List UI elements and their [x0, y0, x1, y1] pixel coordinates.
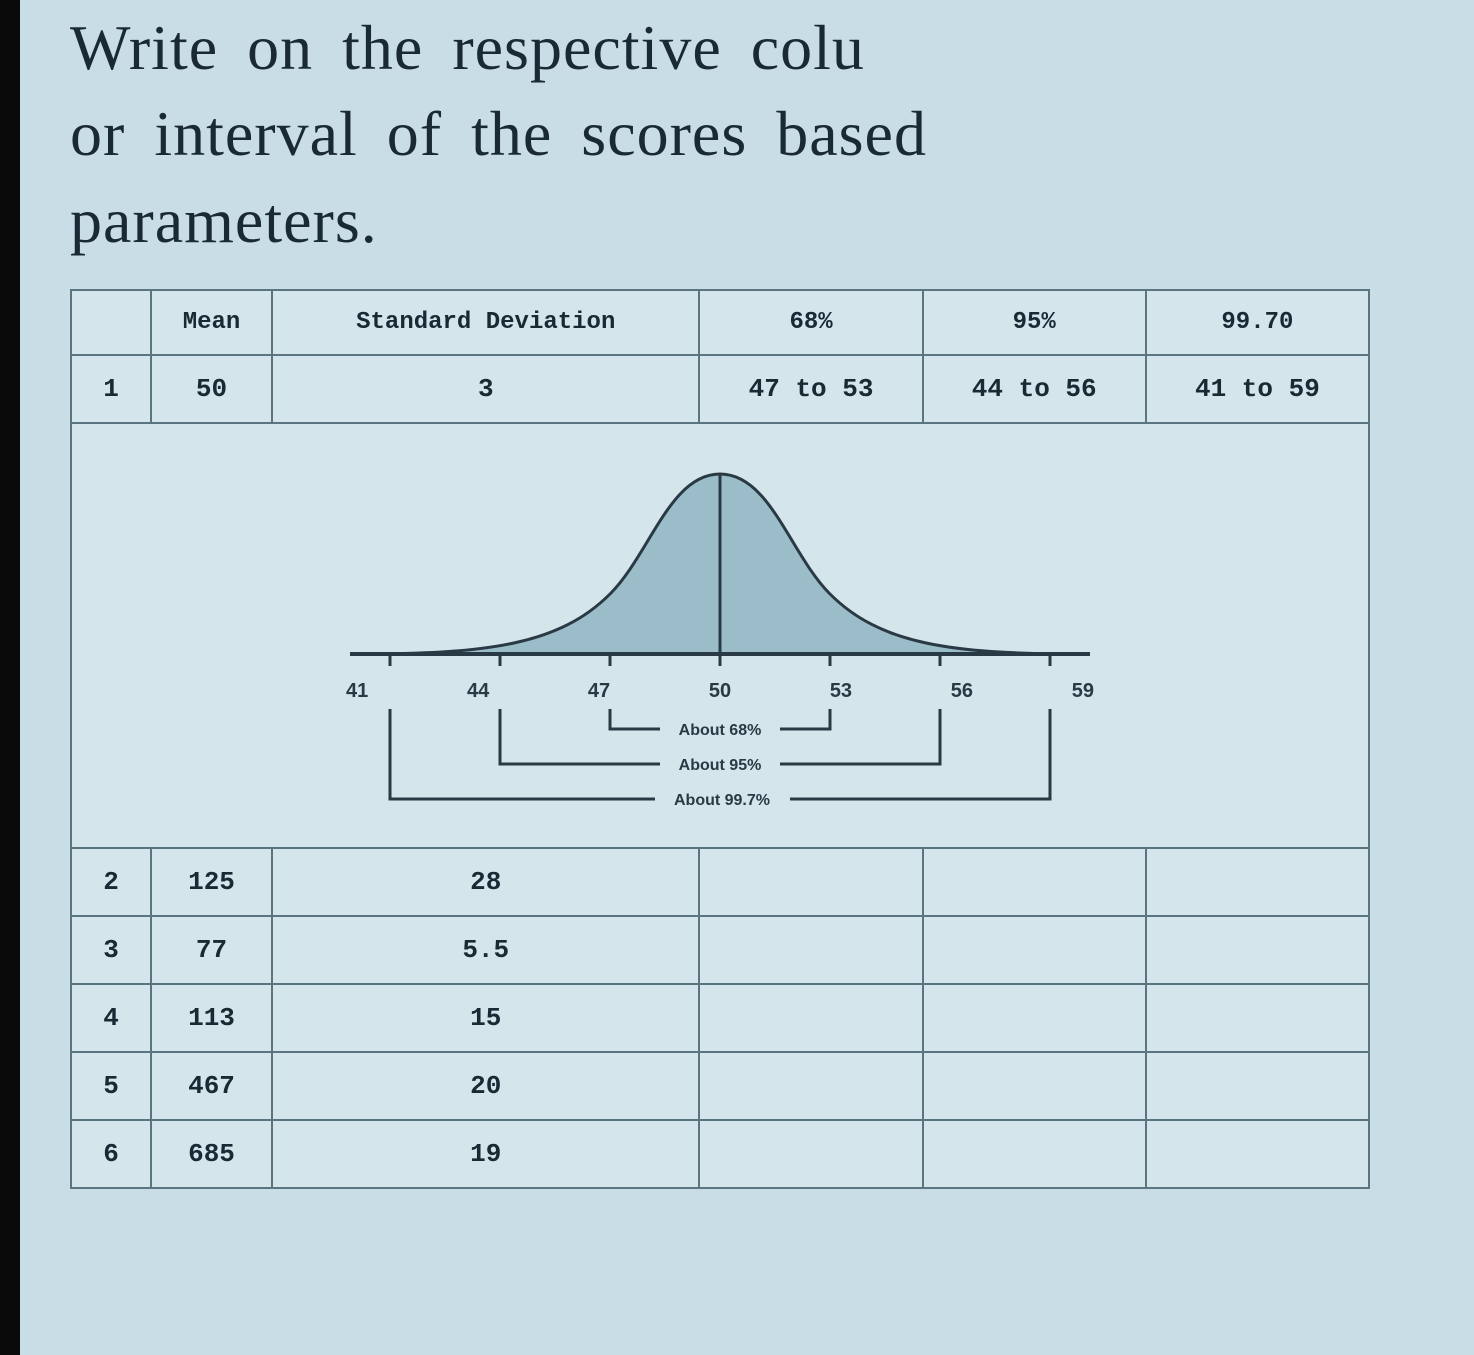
col-997: 99.70: [1146, 290, 1369, 355]
cell-95: [923, 848, 1146, 916]
cell-rownum: 6: [71, 1120, 151, 1188]
curve-row: 41 44 47 50 53 56 59 About 68%: [71, 423, 1369, 848]
cell-rownum: 5: [71, 1052, 151, 1120]
table-row: 6 685 19: [71, 1120, 1369, 1188]
normal-curve-diagram: 41 44 47 50 53 56 59 About 68%: [340, 444, 1100, 837]
bracket-68-left: [610, 709, 660, 729]
cell-rownum: 1: [71, 355, 151, 423]
cell-95: [923, 916, 1146, 984]
heading-line: Write on the respective colu: [70, 12, 865, 83]
cell-997: 41 to 59: [1146, 355, 1369, 423]
cell-997: [1146, 984, 1369, 1052]
curve-cell: 41 44 47 50 53 56 59 About 68%: [71, 423, 1369, 848]
bracket-997-left: [390, 709, 655, 799]
cell-68: [699, 916, 922, 984]
heading: Write on the respective colu or interval…: [70, 0, 1444, 264]
cell-sd: 3: [272, 355, 699, 423]
cell-95: 44 to 56: [923, 355, 1146, 423]
scores-table: Mean Standard Deviation 68% 95% 99.70 1 …: [70, 289, 1370, 1189]
cell-sd: 15: [272, 984, 699, 1052]
bracket-68-right: [780, 709, 830, 729]
tick-label: 59: [1072, 680, 1094, 703]
col-68: 68%: [699, 290, 922, 355]
tick-labels: 41 44 47 50 53 56 59: [340, 680, 1100, 703]
tick-label: 47: [588, 680, 610, 703]
table-row: 3 77 5.5: [71, 916, 1369, 984]
cell-95: [923, 1120, 1146, 1188]
cell-mean: 467: [151, 1052, 272, 1120]
slide: Write on the respective colu or interval…: [20, 0, 1474, 1355]
cell-997: [1146, 1052, 1369, 1120]
bracket-68-label: About 68%: [679, 722, 762, 739]
tick-label: 56: [951, 680, 973, 703]
bracket-diagram: About 68% About 95% About 99.7%: [340, 709, 1100, 829]
tick-label: 44: [467, 680, 489, 703]
cell-997: [1146, 1120, 1369, 1188]
col-sd: Standard Deviation: [272, 290, 699, 355]
heading-line: or interval of the scores based: [70, 98, 927, 169]
cell-rownum: 2: [71, 848, 151, 916]
cell-mean: 50: [151, 355, 272, 423]
col-sd-label: Standard Deviation: [356, 309, 615, 336]
cell-68: [699, 1120, 922, 1188]
cell-95: [923, 984, 1146, 1052]
tick-label: 50: [709, 680, 731, 703]
table-row: 2 125 28: [71, 848, 1369, 916]
cell-sd: 28: [272, 848, 699, 916]
cell-rownum: 4: [71, 984, 151, 1052]
table-row: 4 113 15: [71, 984, 1369, 1052]
cell-68: [699, 848, 922, 916]
col-95: 95%: [923, 290, 1146, 355]
cell-sd: 5.5: [272, 916, 699, 984]
table-row: 5 467 20: [71, 1052, 1369, 1120]
col-mean: Mean: [151, 290, 272, 355]
cell-68: [699, 984, 922, 1052]
cell-mean: 685: [151, 1120, 272, 1188]
cell-rownum: 3: [71, 916, 151, 984]
header-row: Mean Standard Deviation 68% 95% 99.70: [71, 290, 1369, 355]
cell-sd: 19: [272, 1120, 699, 1188]
cell-95: [923, 1052, 1146, 1120]
heading-line: parameters.: [70, 185, 378, 256]
tick-label: 53: [830, 680, 852, 703]
cell-68: 47 to 53: [699, 355, 922, 423]
bracket-95-right: [780, 709, 940, 764]
cell-997: [1146, 916, 1369, 984]
col-blank: [71, 290, 151, 355]
cell-mean: 125: [151, 848, 272, 916]
bracket-95-left: [500, 709, 660, 764]
cell-997: [1146, 848, 1369, 916]
bell-curve-icon: [340, 444, 1100, 684]
cell-mean: 113: [151, 984, 272, 1052]
bracket-95-label: About 95%: [679, 757, 762, 774]
cell-sd: 20: [272, 1052, 699, 1120]
bracket-997-label: About 99.7%: [674, 792, 770, 809]
tick-label: 41: [346, 680, 368, 703]
cell-mean: 77: [151, 916, 272, 984]
table-row: 1 50 3 47 to 53 44 to 56 41 to 59: [71, 355, 1369, 423]
cell-68: [699, 1052, 922, 1120]
